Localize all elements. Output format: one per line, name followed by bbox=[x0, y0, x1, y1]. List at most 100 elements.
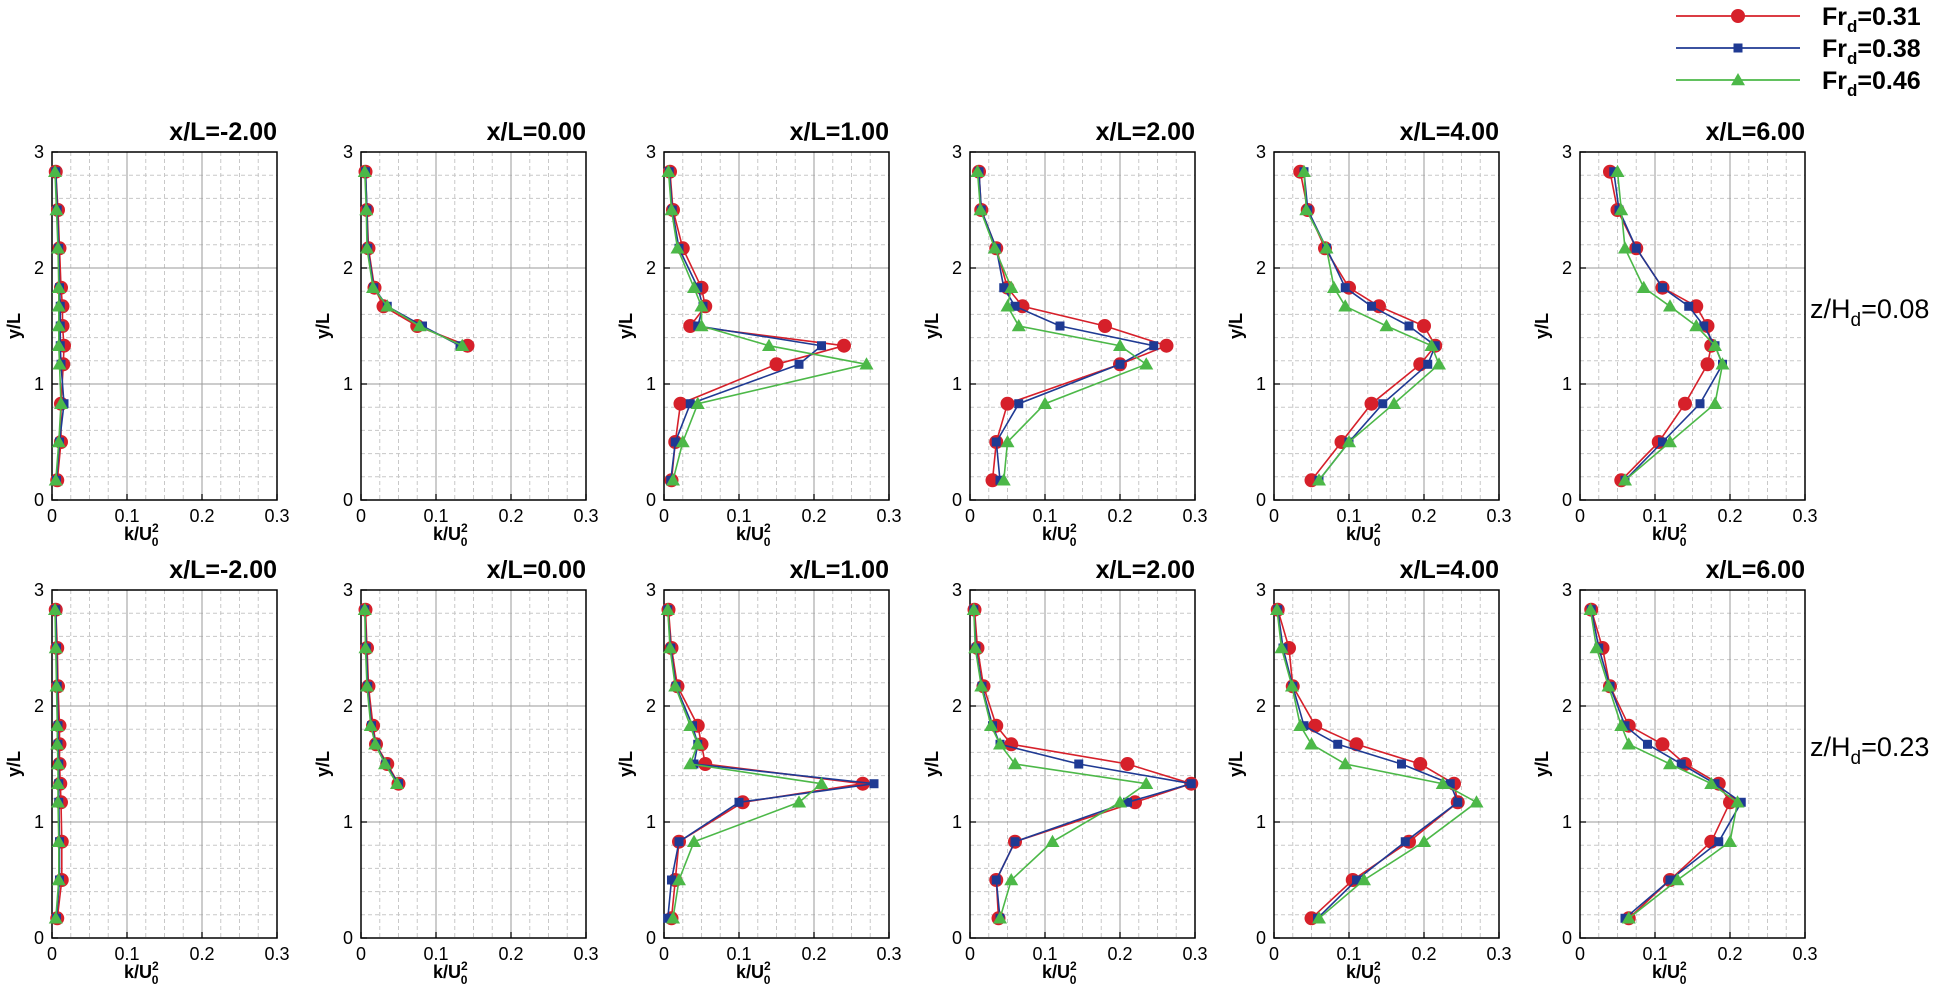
series-3 bbox=[1583, 602, 1745, 924]
y-tick-label: 3 bbox=[34, 142, 44, 162]
data-point bbox=[1098, 319, 1112, 333]
x-tick-label: 0.1 bbox=[423, 944, 448, 964]
y-axis-label: y/L bbox=[616, 313, 636, 339]
x-tick-label: 0.2 bbox=[189, 506, 214, 526]
x-axis-label-sub: 0 bbox=[1070, 973, 1077, 987]
x-axis-label-main: k/U bbox=[736, 524, 764, 544]
y-tick-label: 1 bbox=[343, 812, 353, 832]
data-point bbox=[360, 679, 374, 692]
x-tick-label: 0.2 bbox=[1717, 506, 1742, 526]
data-point bbox=[1304, 737, 1319, 750]
series-line bbox=[1589, 609, 1739, 919]
data-point bbox=[663, 913, 673, 923]
data-point bbox=[1469, 795, 1484, 808]
data-point bbox=[1445, 779, 1455, 789]
data-point bbox=[670, 241, 685, 254]
panel-title: x/L=6.00 bbox=[1706, 118, 1805, 146]
x-tick-label: 0.2 bbox=[1717, 944, 1742, 964]
x-tick-label: 0.3 bbox=[1182, 506, 1207, 526]
y-tick-label: 2 bbox=[952, 258, 962, 278]
panel-title: x/L=-2.00 bbox=[169, 118, 277, 146]
x-axis-label-sup: 2 bbox=[1374, 521, 1381, 535]
data-point bbox=[970, 164, 985, 177]
y-tick-label: 1 bbox=[34, 374, 44, 394]
data-point bbox=[661, 164, 676, 177]
y-tick-label: 1 bbox=[646, 374, 656, 394]
series-1 bbox=[1584, 602, 1737, 926]
data-point bbox=[1000, 396, 1015, 411]
y-tick-label: 0 bbox=[952, 928, 962, 948]
legend-entry: Frd=0.46 bbox=[1676, 67, 1921, 100]
data-point bbox=[51, 338, 66, 351]
x-tick-label: 0.1 bbox=[423, 506, 448, 526]
data-point bbox=[966, 602, 981, 615]
data-point bbox=[769, 357, 784, 372]
y-tick-label: 1 bbox=[1562, 812, 1572, 832]
panel-title: x/L=0.00 bbox=[487, 118, 586, 146]
x-axis-label-sub: 0 bbox=[1680, 973, 1687, 987]
data-point bbox=[51, 757, 65, 770]
y-axis-label: y/L bbox=[1532, 751, 1552, 777]
data-point bbox=[869, 779, 879, 789]
y-tick-label: 0 bbox=[1256, 928, 1266, 948]
y-tick-label: 1 bbox=[343, 374, 353, 394]
data-point bbox=[1435, 776, 1450, 789]
y-tick-label: 3 bbox=[646, 580, 656, 600]
y-tick-label: 3 bbox=[1256, 142, 1266, 162]
legend-label-sub: d bbox=[1847, 49, 1857, 68]
x-tick-label: 0.1 bbox=[1336, 506, 1361, 526]
data-point bbox=[687, 834, 701, 847]
data-point bbox=[1004, 873, 1019, 886]
data-point bbox=[357, 164, 372, 177]
y-tick-label: 2 bbox=[1256, 258, 1266, 278]
x-axis-label-sup: 2 bbox=[1374, 959, 1381, 973]
data-point bbox=[1700, 357, 1715, 372]
x-tick-label: 0.1 bbox=[1336, 944, 1361, 964]
y-tick-label: 0 bbox=[1256, 490, 1266, 510]
data-point bbox=[1074, 759, 1084, 769]
x-tick-label: 0.3 bbox=[573, 944, 598, 964]
x-tick-label: 0 bbox=[356, 944, 366, 964]
data-point bbox=[52, 357, 67, 370]
y-axis-label: y/L bbox=[1532, 313, 1552, 339]
x-tick-label: 0.1 bbox=[1032, 506, 1057, 526]
data-point bbox=[378, 757, 392, 770]
x-axis-label: k/U2 0 bbox=[736, 959, 771, 987]
x-axis-label-sup: 2 bbox=[764, 959, 771, 973]
data-point bbox=[1699, 321, 1709, 331]
row-label: z/Hd=0.08 bbox=[1810, 294, 1929, 331]
data-point bbox=[1333, 739, 1343, 749]
data-point bbox=[1338, 299, 1353, 312]
x-tick-label: 0 bbox=[965, 944, 975, 964]
data-point bbox=[660, 602, 675, 615]
data-point bbox=[1663, 435, 1677, 448]
x-tick-label: 0.3 bbox=[1792, 506, 1817, 526]
panel-title: x/L=4.00 bbox=[1400, 556, 1499, 584]
data-point bbox=[1583, 602, 1598, 615]
panel-title: x/L=2.00 bbox=[1096, 556, 1195, 584]
data-point bbox=[1714, 837, 1724, 847]
data-point bbox=[1113, 338, 1127, 351]
y-tick-label: 3 bbox=[1256, 580, 1266, 600]
x-tick-label: 0.2 bbox=[1107, 944, 1132, 964]
data-point bbox=[50, 737, 65, 750]
x-tick-label: 0.2 bbox=[801, 506, 826, 526]
y-tick-label: 1 bbox=[646, 812, 656, 832]
data-point bbox=[1423, 359, 1433, 369]
data-point bbox=[1115, 359, 1125, 369]
x-axis-label-sub: 0 bbox=[152, 535, 159, 549]
legend-entry: Frd=0.31 bbox=[1676, 3, 1921, 36]
data-point bbox=[1014, 399, 1024, 409]
data-point bbox=[1149, 341, 1159, 351]
data-point bbox=[1008, 757, 1022, 770]
x-tick-label: 0.2 bbox=[801, 944, 826, 964]
plot-frame bbox=[969, 589, 1196, 939]
x-axis-label-sup: 2 bbox=[152, 521, 159, 535]
series-1 bbox=[1293, 164, 1443, 488]
y-tick-label: 3 bbox=[34, 580, 44, 600]
x-axis-label-sub: 0 bbox=[764, 535, 771, 549]
data-point bbox=[357, 602, 372, 615]
data-point bbox=[814, 776, 829, 789]
